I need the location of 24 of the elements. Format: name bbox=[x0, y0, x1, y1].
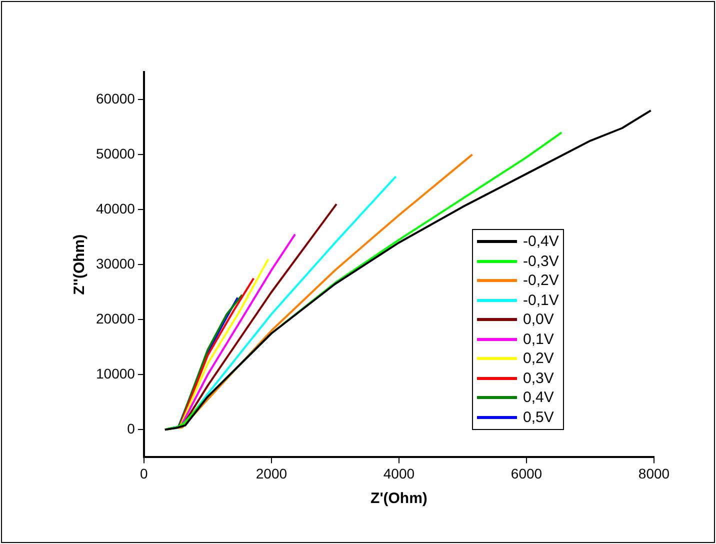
legend-label: -0,1V bbox=[523, 290, 559, 310]
x-tick-label: 0 bbox=[140, 465, 148, 482]
x-tick-label: 2000 bbox=[256, 465, 288, 482]
y-tick-label: 0 bbox=[127, 420, 136, 437]
x-tick-label: 8000 bbox=[638, 465, 670, 482]
legend-label: -0,4V bbox=[523, 232, 559, 252]
y-tick-label: 20000 bbox=[96, 310, 136, 326]
legend-label: 0,0V bbox=[523, 310, 554, 330]
legend-label: 0,2V bbox=[523, 349, 554, 369]
y-axis-title: Z''(Ohm) bbox=[71, 234, 88, 295]
y-tick-label: 30000 bbox=[96, 255, 136, 272]
legend-label: 0,1V bbox=[523, 330, 554, 350]
y-tick-label: 50000 bbox=[96, 145, 136, 162]
legend-label: 0,5V bbox=[523, 408, 554, 428]
x-tick-label: 6000 bbox=[510, 465, 542, 482]
legend-label: 0,4V bbox=[523, 388, 554, 408]
x-axis-title: Z'(Ohm) bbox=[370, 490, 428, 508]
x-tick-label: 4000 bbox=[383, 465, 415, 482]
legend-label: 0,3V bbox=[523, 368, 554, 388]
y-tick-label: 60000 bbox=[96, 90, 136, 106]
legend-label: -0,3V bbox=[523, 252, 559, 272]
y-tick-label: 10000 bbox=[96, 366, 136, 382]
legend-label: -0,2V bbox=[523, 271, 559, 291]
y-tick-label: 40000 bbox=[96, 200, 136, 216]
